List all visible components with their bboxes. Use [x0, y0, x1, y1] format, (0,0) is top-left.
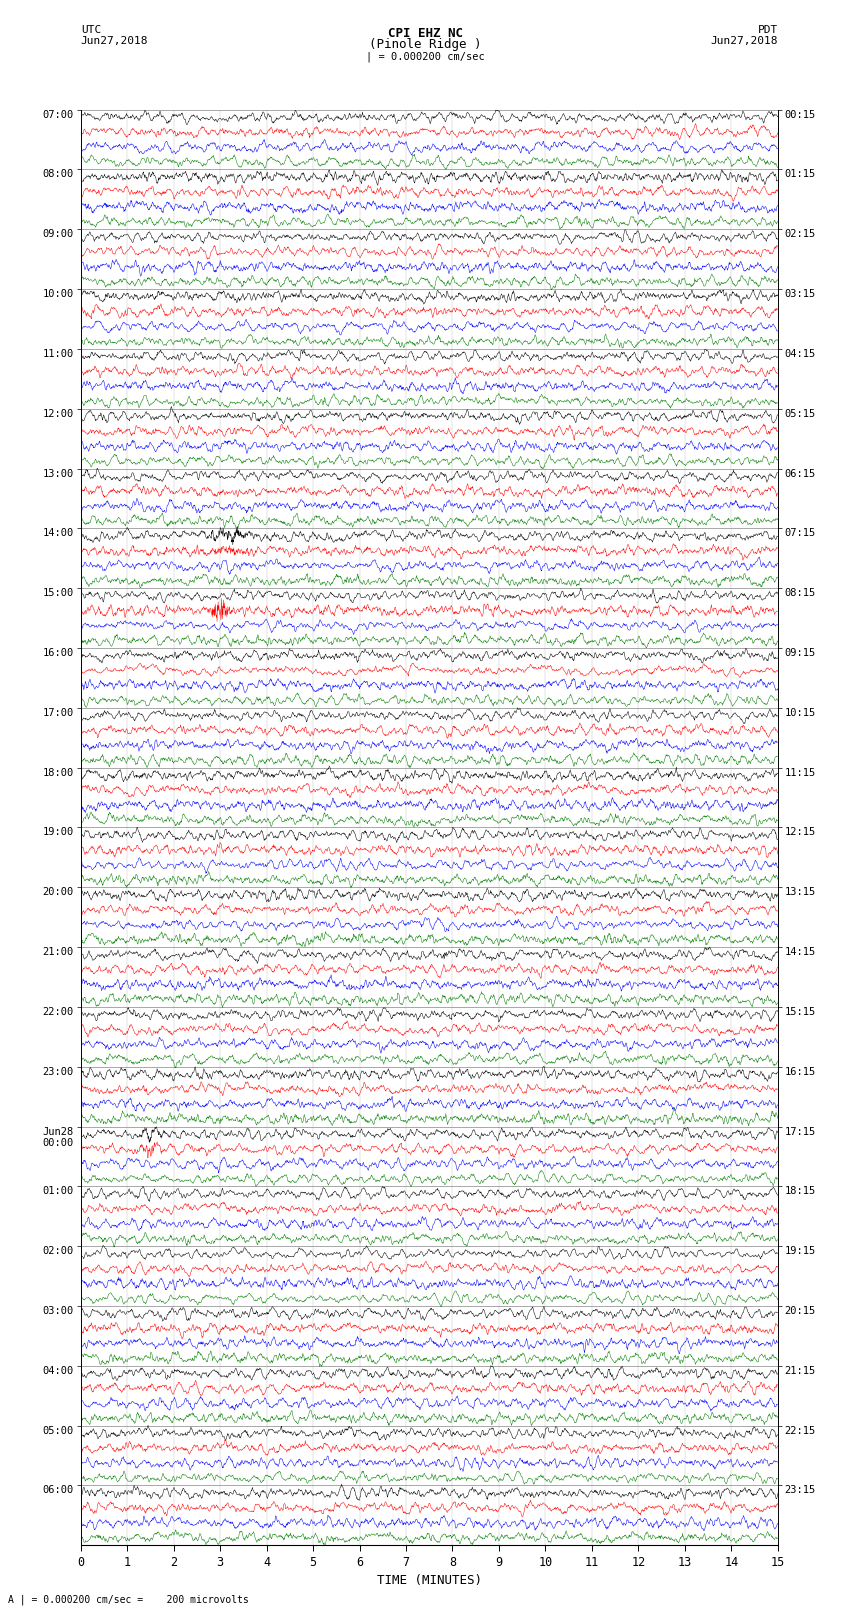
- Text: CPI EHZ NC: CPI EHZ NC: [388, 26, 462, 39]
- Text: | = 0.000200 cm/sec: | = 0.000200 cm/sec: [366, 52, 484, 63]
- Text: Jun27,2018: Jun27,2018: [711, 35, 778, 45]
- Text: Jun27,2018: Jun27,2018: [81, 35, 148, 45]
- Text: PDT: PDT: [757, 24, 778, 35]
- X-axis label: TIME (MINUTES): TIME (MINUTES): [377, 1574, 482, 1587]
- Text: A | = 0.000200 cm/sec =    200 microvolts: A | = 0.000200 cm/sec = 200 microvolts: [8, 1594, 249, 1605]
- Text: UTC: UTC: [81, 24, 101, 35]
- Text: (Pinole Ridge ): (Pinole Ridge ): [369, 37, 481, 50]
